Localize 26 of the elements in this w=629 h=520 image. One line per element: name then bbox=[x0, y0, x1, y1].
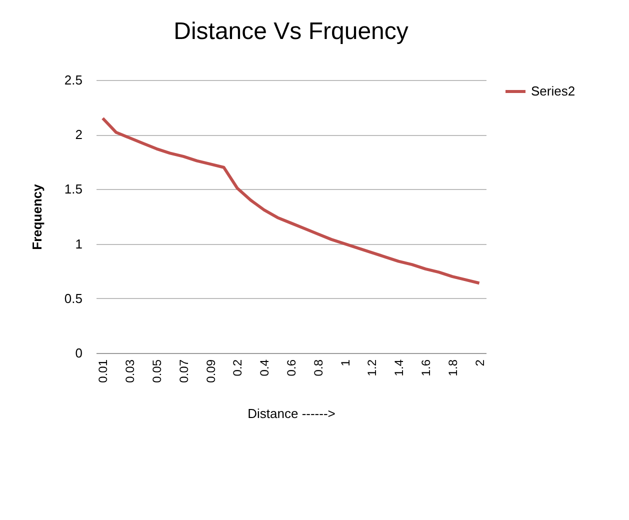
x-tick-label: 1 bbox=[338, 359, 352, 366]
x-tick-label: 0.05 bbox=[150, 359, 164, 383]
y-tick-label: 1.5 bbox=[64, 182, 82, 197]
line-series bbox=[101, 116, 481, 285]
x-tick-label: 1.2 bbox=[365, 359, 380, 376]
x-tick-label: 0.6 bbox=[284, 359, 298, 376]
x-tick-label: 0.8 bbox=[311, 359, 326, 376]
y-tick-label: 2.5 bbox=[64, 72, 82, 88]
x-axis-title: Distance ------> bbox=[248, 406, 336, 421]
x-tick-label: 1.6 bbox=[418, 359, 433, 376]
y-axis-title: Frequency bbox=[29, 183, 44, 250]
x-tick-label: 1.8 bbox=[446, 359, 460, 376]
x-tick-label: 2 bbox=[472, 359, 487, 366]
x-tick-label: 0.09 bbox=[204, 359, 218, 383]
y-tick-label: 1 bbox=[75, 236, 82, 252]
x-tick-label: 1.4 bbox=[392, 359, 406, 376]
x-tick-label: 0.4 bbox=[258, 359, 272, 376]
x-tick-label: 0.07 bbox=[176, 359, 191, 383]
legend-label: Series2 bbox=[531, 84, 576, 98]
y-tick-label: 0.5 bbox=[64, 290, 82, 306]
x-tick-label: 0.01 bbox=[96, 359, 110, 383]
x-tick-label: 0.03 bbox=[123, 359, 138, 383]
y-tick-label: 0 bbox=[75, 346, 82, 360]
x-tick-label: 0.2 bbox=[230, 359, 245, 376]
chart-title: Distance Vs Frquency bbox=[174, 18, 408, 45]
y-tick-label: 2 bbox=[75, 127, 82, 142]
